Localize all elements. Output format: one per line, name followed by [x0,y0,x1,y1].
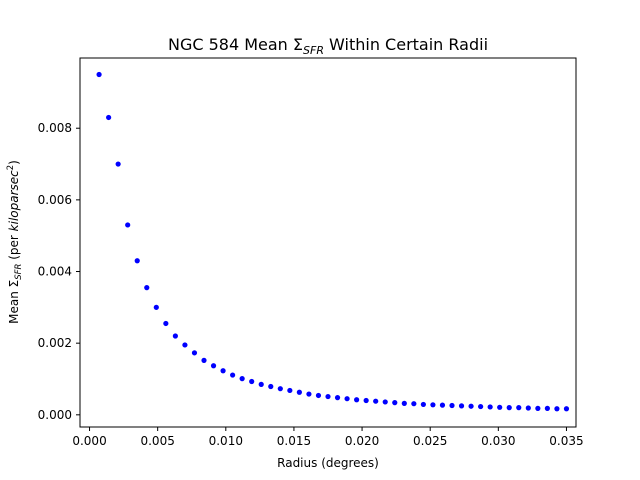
data-point [382,399,388,405]
data-point [134,258,140,264]
data-point [96,71,102,78]
data-point [334,395,341,401]
x-tick-label: 0.030 [481,434,515,448]
data-point [296,389,302,395]
chart-title: NGC 584 Mean ΣSFR Within Certain Radii [168,35,488,57]
y-tick-label: 0.002 [38,336,72,350]
data-point [287,387,293,394]
x-tick-label: 0.015 [277,434,311,448]
data-point [258,381,264,387]
data-point [516,405,522,411]
x-axis-ticks: 0.000 0.005 0.010 0.015 0.020 0.025 0.030 0.035 [72,427,584,448]
data-point [411,401,417,407]
data-point [115,161,121,167]
y-axis-label: Mean ΣSFR (per kiloparsec2) [6,160,24,324]
data-point [468,403,474,409]
data-point [191,350,198,356]
data-point [354,397,360,403]
data-point [363,397,369,404]
data-points [96,71,570,412]
data-point [220,368,226,374]
data-point [277,386,283,392]
axes-frame [79,57,577,428]
data-point [449,402,455,409]
data-point [344,396,350,402]
data-point [201,357,207,363]
data-point [544,405,550,411]
x-tick-label: 0.000 [72,434,106,448]
data-point [230,372,236,378]
data-point [239,376,245,382]
y-tick-label: 0.004 [38,265,72,279]
data-point [125,222,131,228]
data-point [144,285,150,291]
data-point [563,406,570,412]
data-point [497,404,503,410]
data-point [439,402,446,408]
data-point [268,383,274,390]
x-tick-label: 0.010 [209,434,243,448]
x-tick-label: 0.025 [413,434,447,448]
plot-area [80,58,576,427]
data-point [153,304,159,310]
x-axis-label: Radius (degrees) [277,456,379,470]
data-point [249,378,255,385]
data-point [506,405,512,411]
y-tick-label: 0.000 [38,408,72,422]
data-point [172,333,178,339]
data-point [106,114,112,121]
data-point [554,406,560,412]
x-tick-label: 0.035 [549,434,583,448]
x-tick-label: 0.020 [345,434,379,448]
data-point [325,393,331,400]
data-point [430,402,436,408]
data-point [535,405,541,411]
y-tick-label: 0.008 [38,121,72,135]
data-point [487,404,493,410]
y-tick-label: 0.006 [38,193,72,207]
data-point [458,403,465,409]
data-point [182,342,188,348]
data-point [478,403,484,410]
y-axis-ticks: 0.000 0.002 0.004 0.006 0.008 [38,121,80,422]
data-point [210,363,217,369]
data-point [373,398,379,404]
data-point [525,405,531,411]
data-point [401,400,407,406]
data-point [315,392,322,399]
data-point [420,401,426,408]
x-tick-label: 0.005 [140,434,174,448]
data-point [163,320,169,327]
data-point [392,400,398,406]
data-point [306,391,312,397]
